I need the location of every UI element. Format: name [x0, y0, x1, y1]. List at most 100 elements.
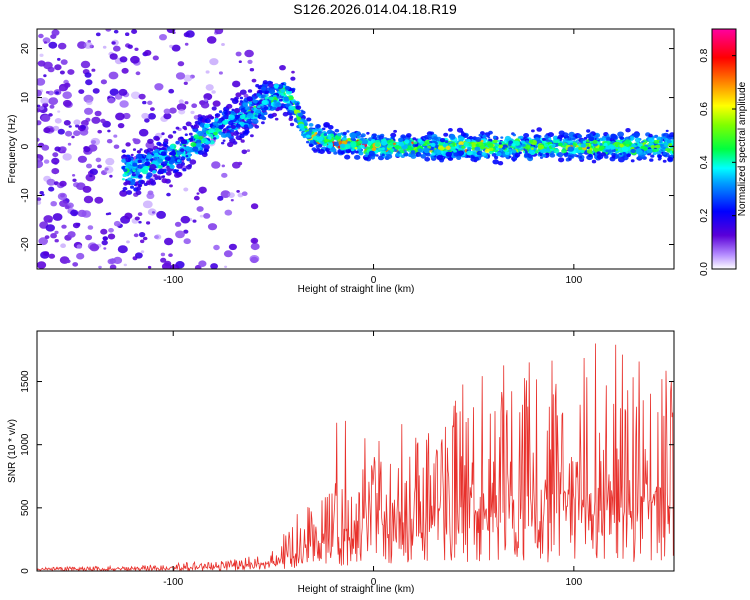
spectrogram-cell	[238, 60, 242, 63]
spectrogram-cell	[59, 86, 66, 92]
spectrogram-cell	[189, 159, 197, 165]
spectrogram-cell	[101, 240, 108, 246]
spectrogram-cell	[236, 190, 240, 193]
spectrogram-cell	[241, 191, 248, 196]
spectrogram-cell	[232, 161, 241, 169]
spectrogram-cell	[239, 114, 246, 120]
spectrogram-cell	[123, 263, 128, 267]
spectrogram-cell	[122, 189, 125, 192]
spectrogram-cell	[625, 144, 630, 147]
spectrogram-cell	[496, 147, 500, 151]
spectrogram-cell	[261, 121, 265, 125]
spectrogram-cell	[363, 157, 369, 161]
spectrogram-cell	[354, 154, 361, 160]
spectrogram-cell	[413, 141, 418, 145]
spectrogram-cell	[393, 142, 396, 145]
spectrogram-cell	[381, 140, 388, 146]
spectrogram-cell	[83, 41, 93, 49]
spectrogram-cell	[211, 161, 221, 169]
spectrogram-cell	[211, 106, 217, 111]
spectrogram-cell	[578, 146, 583, 151]
spectrogram-cell	[468, 143, 472, 147]
spectrogram-cell	[251, 107, 255, 111]
spectrogram-cell	[611, 140, 615, 144]
spectrogram-cell	[130, 153, 134, 157]
spectrogram-cell	[313, 149, 318, 153]
spectrogram-cell	[261, 99, 268, 105]
spectrogram-cell	[445, 145, 451, 150]
y-tick-label: -10	[20, 188, 31, 203]
spectrogram-cell	[146, 172, 153, 178]
spectrogram-cell	[41, 144, 50, 151]
spectrogram-cell	[558, 142, 563, 147]
spectrogram-cell	[425, 152, 431, 157]
spectrogram-cell	[239, 134, 245, 139]
spectrogram-cell	[381, 153, 385, 156]
spectrogram-cell	[599, 137, 604, 141]
spectrogram-cell	[390, 132, 397, 138]
spectrogram-cell	[186, 139, 190, 143]
spectrogram-cell	[67, 231, 76, 238]
spectrogram-cell	[573, 154, 578, 157]
spectrogram-cell	[531, 129, 535, 133]
spectrogram-cell	[154, 234, 162, 240]
spectrogram-cell	[169, 150, 177, 156]
spectrogram-cell	[65, 130, 73, 137]
spectrogram-cell	[62, 153, 72, 161]
spectrogram-cell	[205, 84, 214, 91]
spectrogram-cell	[54, 239, 59, 243]
spectrogram-cell	[253, 99, 258, 104]
snr-series-line	[37, 343, 674, 571]
spectrogram-cell	[393, 129, 397, 133]
spectrogram-cell	[640, 145, 646, 149]
spectrogram-cell	[211, 90, 216, 94]
spectrogram-cell	[224, 265, 228, 268]
spectrogram-cell	[652, 151, 657, 156]
spectrogram-cell	[130, 91, 141, 100]
spectrogram-cell	[135, 190, 142, 196]
spectrogram-cell	[527, 154, 533, 159]
spectrogram-cell	[193, 134, 200, 140]
spectrogram-cell	[258, 90, 263, 93]
spectrogram-cell	[570, 142, 574, 146]
spectrogram-cell	[59, 70, 65, 75]
spectrogram-cell	[253, 93, 257, 96]
spectrogram-cell	[76, 244, 83, 249]
spectrogram-cell	[209, 58, 219, 66]
spectrogram-cell	[519, 135, 524, 140]
spectrogram-cell	[656, 136, 662, 141]
spectrogram-cell	[212, 100, 221, 107]
spectrogram-cell	[37, 104, 41, 108]
spectrogram-cell	[130, 185, 134, 189]
spectrogram-cell	[76, 252, 85, 260]
spectrogram-cell	[433, 136, 438, 141]
spectrogram-cell	[44, 235, 50, 240]
spectrogram-cell	[97, 129, 102, 134]
spectrogram-cell	[263, 106, 269, 110]
spectrogram-cell	[260, 86, 267, 91]
spectrogram-cell	[521, 143, 526, 147]
spectrogram-cell	[621, 146, 629, 152]
spectrogram-cell	[52, 125, 60, 131]
spectrogram-cell	[144, 118, 150, 123]
spectrogram-cell	[279, 98, 283, 102]
spectrogram-cell	[238, 137, 242, 141]
spectrogram-cell	[675, 151, 680, 155]
spectrogram-cell	[545, 152, 549, 156]
spectrogram-cell	[290, 76, 296, 81]
spectrogram-cell	[49, 104, 55, 109]
spectrogram-cell	[230, 124, 236, 130]
spectrogram-cell	[314, 132, 318, 135]
spectrogram-cell	[289, 122, 295, 127]
spectrogram-cell	[410, 154, 417, 159]
spectrogram-cell	[185, 155, 189, 158]
spectrogram-cell	[244, 49, 254, 58]
spectrogram-cell	[577, 134, 583, 139]
spectrogram-cell	[596, 154, 604, 160]
spectrogram-cell	[525, 140, 530, 144]
spectrogram-cell	[100, 118, 106, 124]
spectrogram-cell	[553, 148, 560, 154]
spectrogram-cell	[164, 156, 171, 162]
spectrogram-cell	[667, 156, 673, 162]
spectrogram-cell	[100, 228, 108, 235]
